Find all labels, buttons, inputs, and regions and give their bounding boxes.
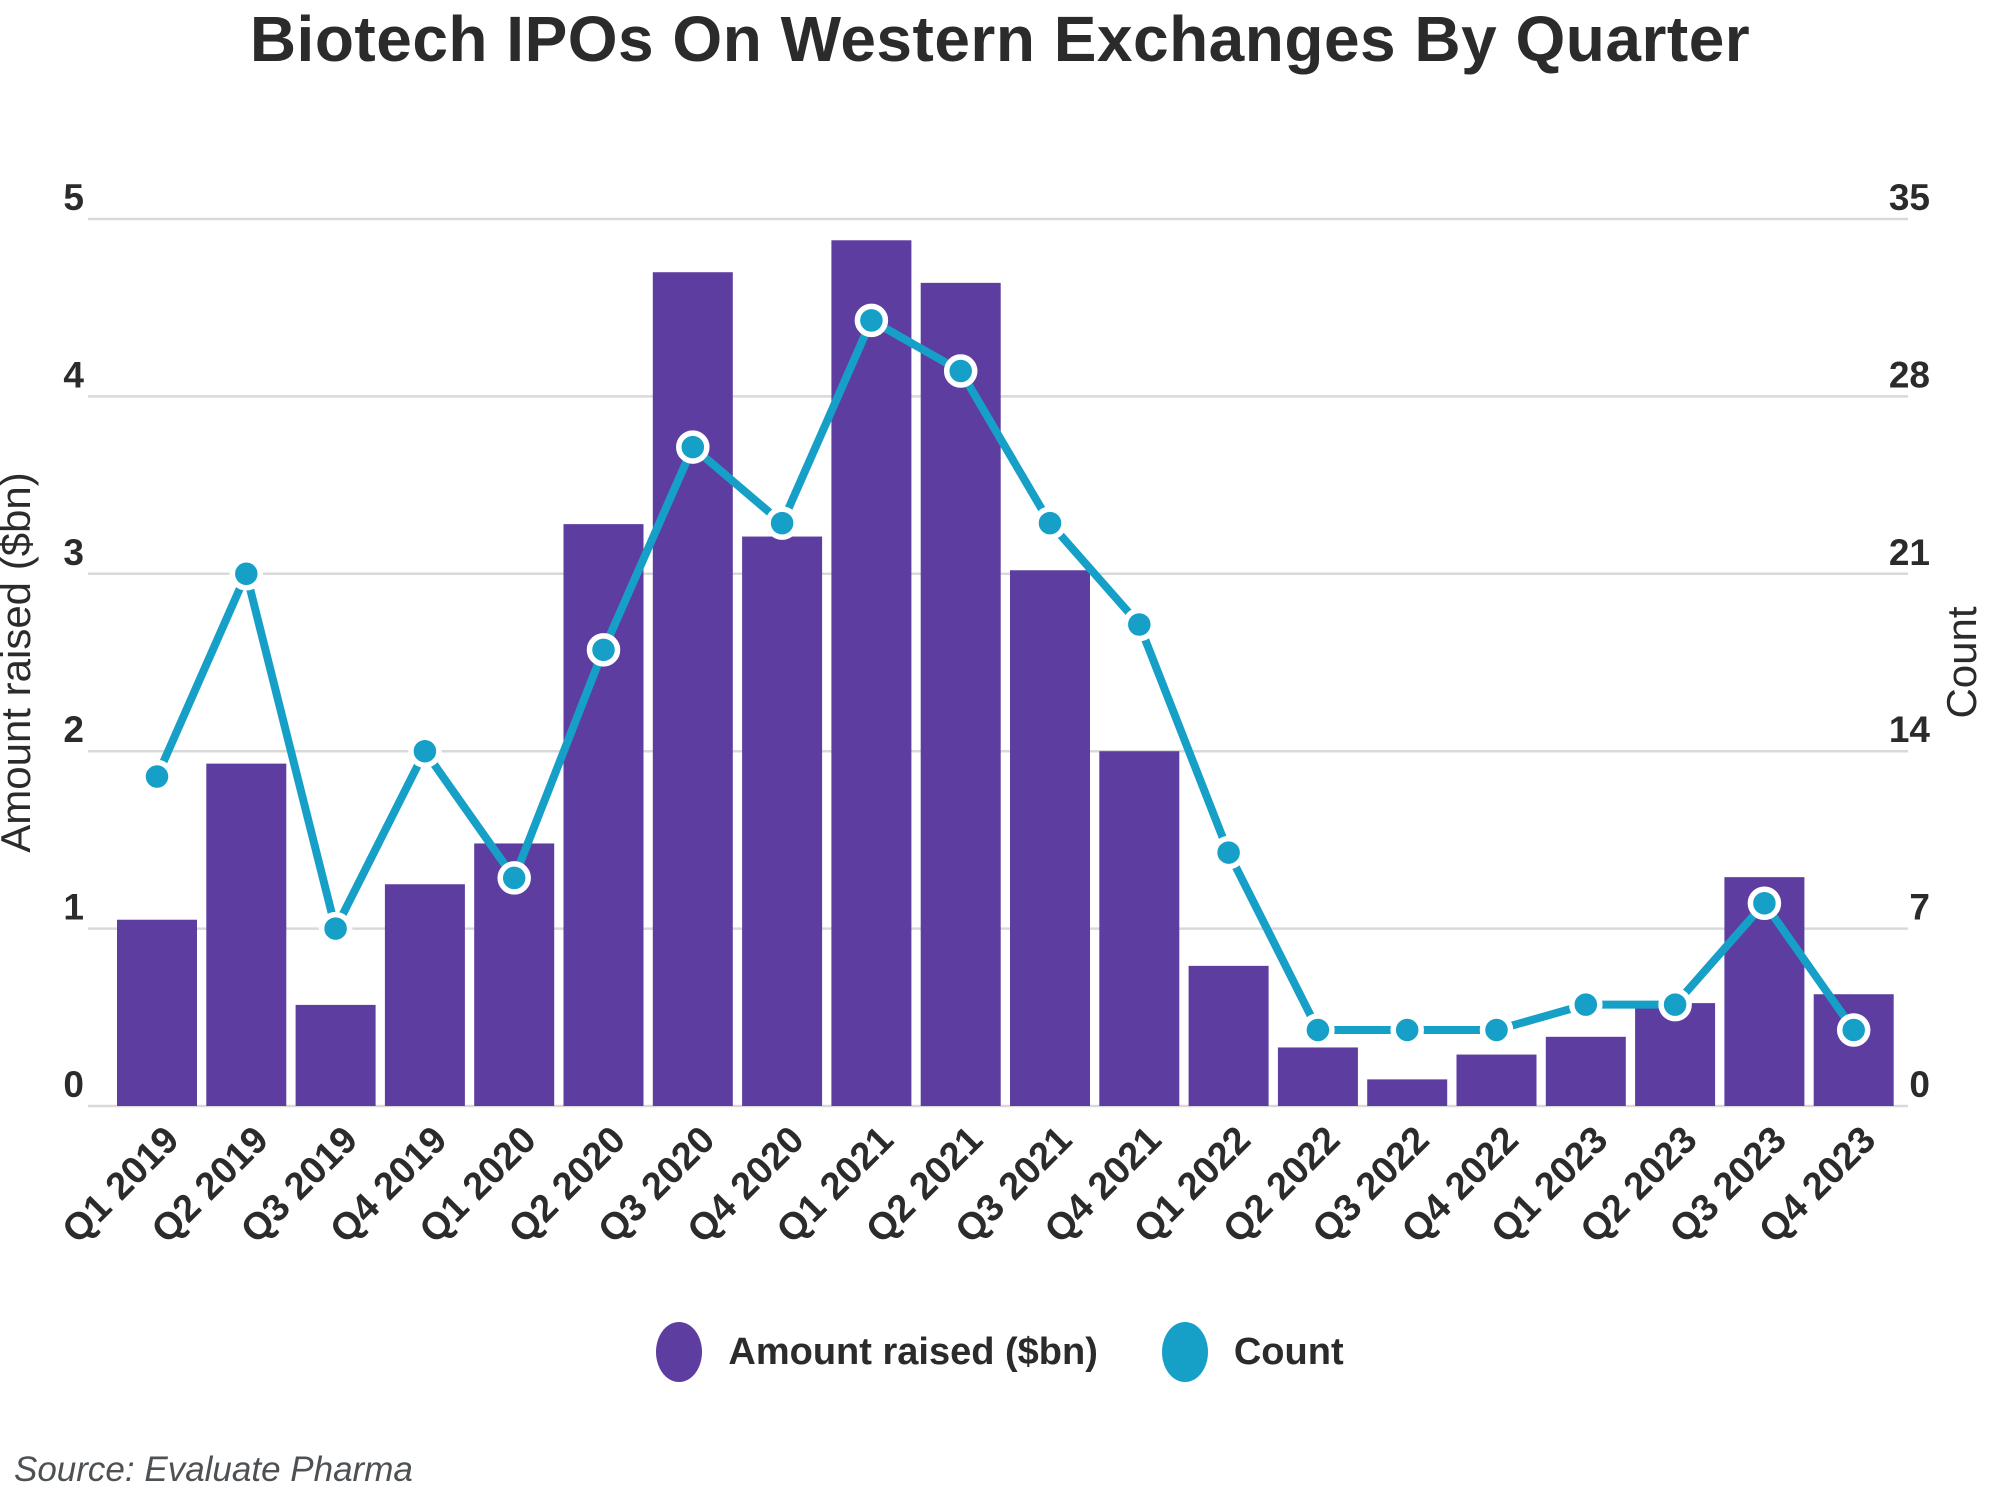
bar xyxy=(831,240,912,1107)
y-axis-label-left: 1 xyxy=(63,887,84,928)
chart-title: Biotech IPOs On Western Exchanges By Qua… xyxy=(249,3,1751,75)
count-marker xyxy=(854,303,889,338)
bar xyxy=(1010,570,1090,1106)
bar xyxy=(1456,1054,1537,1106)
count-marker xyxy=(1301,1013,1335,1047)
y-axis-label-left: 3 xyxy=(63,532,84,573)
legend-label-count: Count xyxy=(1233,1330,1344,1373)
bar xyxy=(1188,965,1269,1106)
legend-swatch-count xyxy=(1161,1322,1208,1382)
legend-swatch-amount-raised xyxy=(656,1322,703,1382)
count-marker xyxy=(408,734,442,768)
bar xyxy=(1277,1047,1358,1106)
bar xyxy=(384,884,465,1106)
count-marker xyxy=(1747,886,1782,921)
y-axis-label-right: 7 xyxy=(1909,887,1930,928)
y-axis-label-left: 5 xyxy=(63,177,84,218)
y-axis-label-left: 4 xyxy=(63,354,84,395)
bar xyxy=(206,763,287,1106)
legend-item-count: Count xyxy=(1161,1322,1344,1382)
y-axis-label-right: 0 xyxy=(1909,1064,1930,1105)
count-marker xyxy=(1390,1013,1424,1047)
y-axis-label-right: 14 xyxy=(1889,709,1931,750)
y-axis-label-right: 35 xyxy=(1889,177,1930,218)
count-marker xyxy=(1033,506,1067,540)
count-marker xyxy=(1658,987,1692,1022)
bar xyxy=(295,1004,376,1106)
bar xyxy=(117,919,197,1106)
legend: Amount raised ($bn) Count xyxy=(0,1322,2000,1382)
count-marker xyxy=(676,430,710,464)
count-marker xyxy=(943,354,978,388)
legend-item-amount-raised: Amount raised ($bn) xyxy=(656,1322,1098,1382)
bar xyxy=(1545,1036,1626,1106)
y-axis-title-left: Amount raised ($bn) xyxy=(0,472,39,853)
count-marker xyxy=(586,633,621,667)
count-marker xyxy=(1479,1013,1514,1047)
bar xyxy=(1099,751,1180,1106)
source-note: Source: Evaluate Pharma xyxy=(14,1450,413,1489)
count-marker xyxy=(318,911,353,946)
bar xyxy=(742,536,823,1106)
bar xyxy=(563,524,644,1106)
y-axis-label-left: 0 xyxy=(63,1064,84,1105)
count-marker xyxy=(1122,607,1157,642)
count-marker xyxy=(140,759,174,794)
bar xyxy=(1367,1079,1448,1106)
legend-label-amount-raised: Amount raised ($bn) xyxy=(728,1330,1098,1373)
count-marker xyxy=(1836,1013,1871,1047)
count-marker xyxy=(1569,987,1603,1022)
count-marker xyxy=(497,861,531,895)
y-axis-label-right: 28 xyxy=(1889,354,1930,395)
count-marker xyxy=(229,557,264,591)
bar xyxy=(1813,994,1894,1106)
count-marker xyxy=(1211,835,1246,870)
bar xyxy=(920,282,1001,1106)
bar xyxy=(652,272,733,1107)
count-marker xyxy=(765,506,799,540)
y-axis-title-right: Count xyxy=(1938,606,1985,718)
y-axis-label-right: 21 xyxy=(1889,532,1930,573)
y-axis-label-left: 2 xyxy=(63,709,84,750)
